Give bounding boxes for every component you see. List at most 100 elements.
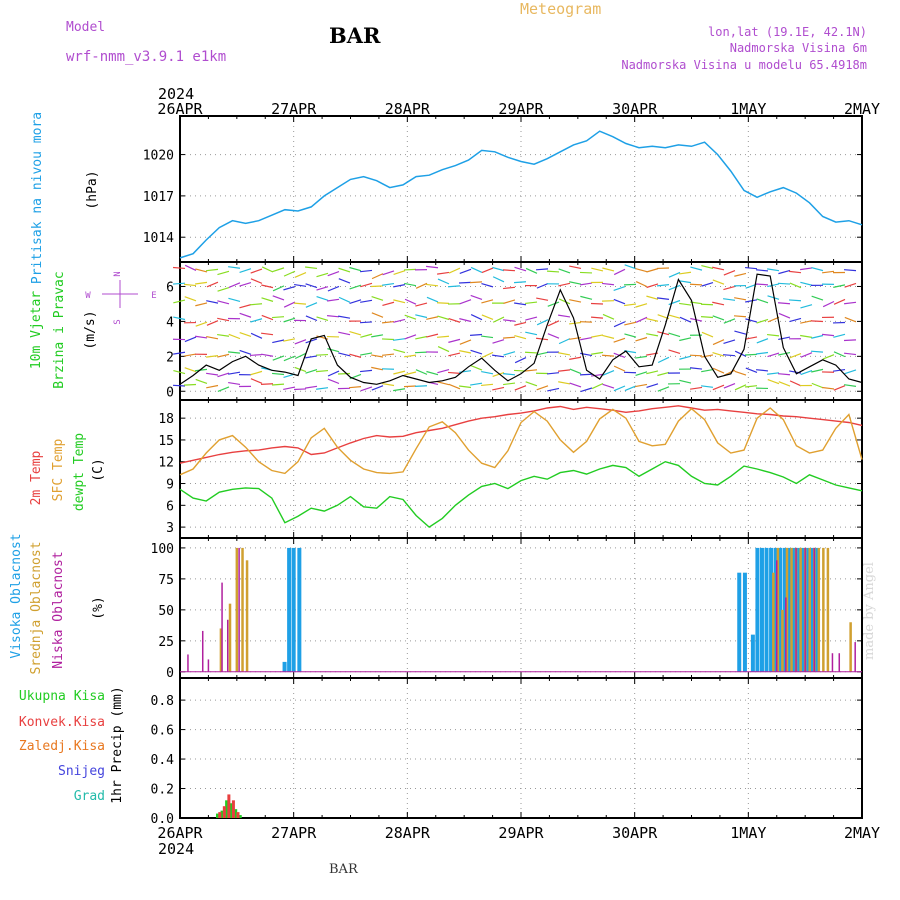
cloud-bar bbox=[805, 547, 810, 672]
wind-barb bbox=[459, 370, 472, 373]
precip-legend-3: Snijeg bbox=[58, 764, 105, 779]
wind-barb bbox=[239, 312, 252, 318]
wind-barb bbox=[789, 380, 802, 387]
wind-barb bbox=[393, 284, 406, 288]
wind-barb bbox=[547, 320, 560, 327]
y-tick-label: 1017 bbox=[143, 190, 174, 205]
wind-barb bbox=[767, 316, 780, 323]
wind-barb bbox=[712, 279, 725, 285]
wind-barb bbox=[271, 372, 285, 376]
wind-barb bbox=[712, 266, 725, 271]
pressure-unit: (hPa) bbox=[85, 170, 100, 209]
wind-barb bbox=[448, 267, 461, 274]
wind-barb bbox=[272, 355, 285, 361]
y-tick-label: 0.2 bbox=[151, 783, 174, 798]
wind-barb bbox=[788, 299, 802, 302]
wind-axis-title: 10m Vjetar bbox=[29, 291, 44, 369]
wind-compass: N S E W bbox=[85, 271, 156, 324]
wind-barb bbox=[558, 314, 571, 318]
wind-barb bbox=[579, 271, 593, 274]
wind-barb bbox=[767, 372, 780, 375]
wind-barb bbox=[272, 295, 285, 301]
wind-barb bbox=[415, 282, 428, 289]
cloud-bar bbox=[787, 547, 792, 672]
wind-barb bbox=[272, 267, 285, 273]
wind-barb bbox=[239, 349, 252, 355]
wind-barb bbox=[492, 276, 505, 283]
y-tick-label: 75 bbox=[158, 573, 174, 588]
compass-north: N bbox=[113, 271, 123, 276]
wind-barb bbox=[393, 338, 406, 341]
wind-barb bbox=[195, 368, 208, 372]
wind-barb bbox=[382, 282, 395, 286]
wind-barb bbox=[701, 385, 714, 388]
cloud-bar bbox=[238, 547, 240, 672]
wind-barb bbox=[767, 268, 780, 272]
wind-barb bbox=[734, 272, 747, 277]
wind-barb bbox=[382, 353, 395, 356]
wind-barb bbox=[360, 352, 373, 356]
wind-barb bbox=[481, 283, 494, 288]
wind-barb bbox=[613, 337, 626, 343]
cloud-bar bbox=[781, 609, 784, 672]
wind-barb bbox=[502, 373, 516, 376]
wind-barb bbox=[535, 268, 549, 271]
wind-barb bbox=[415, 302, 428, 307]
wind-barb bbox=[635, 303, 648, 308]
wind-barb bbox=[437, 315, 450, 321]
top-day-label: 2MAY bbox=[844, 100, 880, 118]
cloud-bar bbox=[826, 547, 830, 672]
precip-legend-1: Konvek.Kisa bbox=[19, 715, 105, 730]
wind-barb bbox=[382, 301, 395, 307]
wind-barb bbox=[778, 351, 791, 356]
wind-barb bbox=[283, 386, 296, 390]
cloud-bar bbox=[838, 653, 841, 672]
y-tick-label: 1020 bbox=[143, 149, 174, 164]
wind-barb bbox=[756, 338, 769, 344]
wind-barb bbox=[393, 370, 406, 375]
sfc-axis-title: SFC Temp bbox=[51, 439, 66, 502]
model-label: Model bbox=[66, 20, 106, 35]
wind-barb bbox=[822, 354, 835, 360]
wind-barb bbox=[734, 350, 747, 357]
wind-barb bbox=[844, 316, 857, 323]
wind-barb bbox=[294, 283, 307, 287]
wind-barb bbox=[338, 267, 351, 273]
pressure-line bbox=[179, 130, 863, 259]
wind-barb bbox=[646, 333, 659, 337]
wind-barb bbox=[844, 282, 857, 288]
wind-barb bbox=[689, 354, 703, 357]
mid-cloud-axis-title: Srednja Oblacnost bbox=[29, 541, 44, 674]
wind-barb bbox=[206, 384, 219, 389]
wind-barb bbox=[249, 353, 263, 357]
wind-barb bbox=[613, 321, 626, 328]
cloud-unit: (%) bbox=[91, 596, 106, 619]
cloud-bar bbox=[287, 547, 292, 672]
high-cloud-axis-title: Visoka Oblacnost bbox=[9, 533, 24, 658]
wind-barb bbox=[503, 299, 516, 304]
wind-barb bbox=[371, 385, 384, 391]
wind-barb bbox=[338, 352, 351, 357]
wind-barb bbox=[569, 368, 582, 375]
wind-barb bbox=[217, 386, 230, 392]
wind-barb bbox=[184, 353, 197, 357]
top-day-label: 26APR bbox=[157, 100, 203, 118]
wind-barb bbox=[701, 281, 714, 287]
wind-barb bbox=[415, 369, 428, 375]
wind-barbs bbox=[172, 264, 857, 393]
wind-barb bbox=[239, 331, 252, 338]
panel-frame bbox=[179, 115, 863, 263]
wind-barb bbox=[228, 282, 241, 289]
wind-barb bbox=[767, 352, 780, 358]
wind-barb bbox=[635, 280, 648, 288]
wind-barb bbox=[635, 336, 648, 342]
wind-barb bbox=[525, 267, 538, 274]
cloud-bar bbox=[235, 547, 239, 672]
y-tick-label: 4 bbox=[166, 315, 174, 330]
wind-barb bbox=[723, 339, 736, 344]
wind-barb bbox=[756, 269, 769, 272]
wind-barb bbox=[700, 316, 714, 319]
bottom-day-label: 2MAY bbox=[844, 824, 880, 842]
y-tick-label: 18 bbox=[158, 412, 174, 427]
